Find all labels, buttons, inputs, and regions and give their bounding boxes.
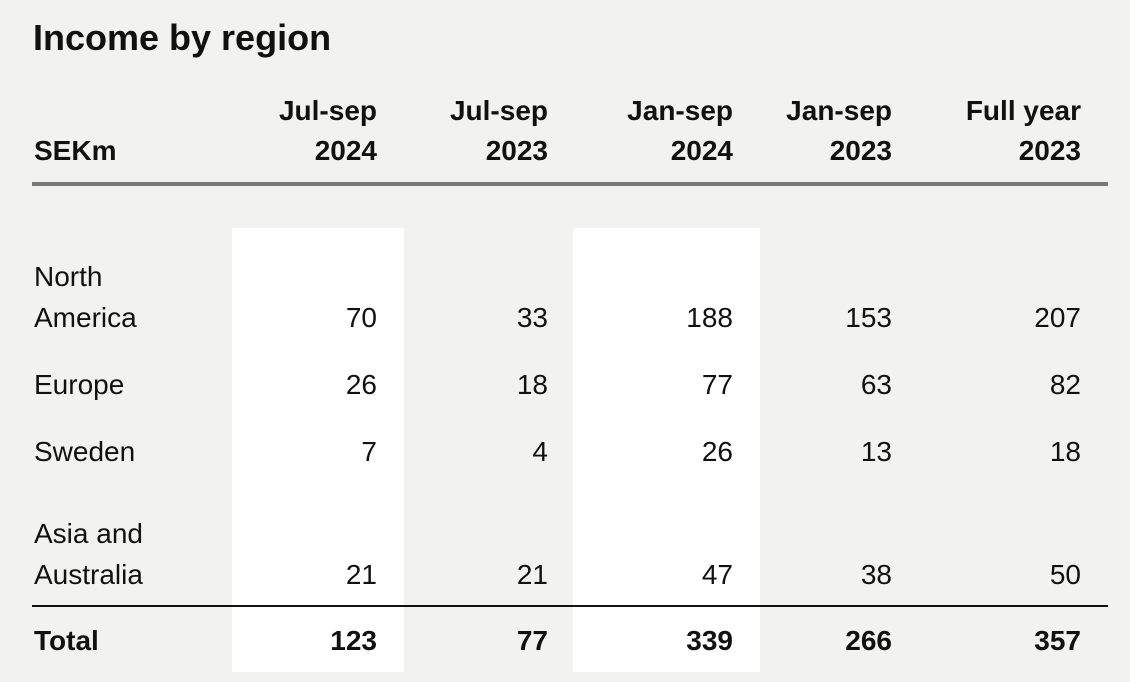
- cell-value: 21: [516, 559, 548, 590]
- unit-label: SEKm: [34, 135, 117, 166]
- cell-value: 38: [860, 559, 892, 590]
- total-value: 339: [686, 625, 733, 656]
- cell-value: 21: [345, 559, 377, 590]
- total-value: 77: [516, 625, 548, 656]
- cell-value: 77: [701, 369, 733, 400]
- cell-value: 82: [1049, 369, 1081, 400]
- header-rule: [32, 182, 1108, 186]
- column-header: Jan-sep: [627, 95, 733, 126]
- cell-value: 153: [845, 302, 892, 333]
- column-header: 2023: [485, 135, 548, 166]
- row-label: North: [34, 261, 103, 292]
- cell-value: 4: [532, 436, 548, 467]
- cell-value: 13: [860, 436, 892, 467]
- total-value: 123: [330, 625, 377, 656]
- row-label: Australia: [34, 559, 143, 590]
- title: Income by region: [33, 17, 332, 58]
- column-header: Jan-sep: [786, 95, 892, 126]
- cell-value: 47: [701, 559, 733, 590]
- cell-value: 50: [1049, 559, 1081, 590]
- column-header: 2023: [829, 135, 892, 166]
- total-value: 357: [1034, 625, 1081, 656]
- row-label: America: [34, 302, 137, 333]
- row-label: Sweden: [34, 436, 136, 467]
- cell-value: 63: [860, 369, 892, 400]
- total-value: 266: [845, 625, 892, 656]
- total-label: Total: [34, 625, 99, 656]
- total-rule: [32, 605, 1108, 607]
- cell-value: 188: [686, 302, 733, 333]
- column-header: Full year: [965, 95, 1081, 126]
- cell-value: 18: [516, 369, 548, 400]
- column-header: 2023: [1018, 135, 1081, 166]
- row-label: Europe: [34, 369, 125, 400]
- column-header: Jul-sep: [278, 95, 377, 126]
- column-header: 2024: [314, 135, 377, 166]
- cell-value: 33: [516, 302, 548, 333]
- column-header: 2024: [670, 135, 733, 166]
- column-header: Jul-sep: [449, 95, 548, 126]
- cell-value: 26: [701, 436, 733, 467]
- cell-value: 18: [1049, 436, 1081, 467]
- cell-value: 26: [345, 369, 377, 400]
- cell-value: 70: [345, 302, 377, 333]
- column-highlight: [232, 228, 404, 672]
- cell-value: 7: [361, 436, 377, 467]
- column-highlight: [573, 228, 760, 672]
- cell-value: 207: [1034, 302, 1081, 333]
- row-label: Asia and: [34, 518, 143, 549]
